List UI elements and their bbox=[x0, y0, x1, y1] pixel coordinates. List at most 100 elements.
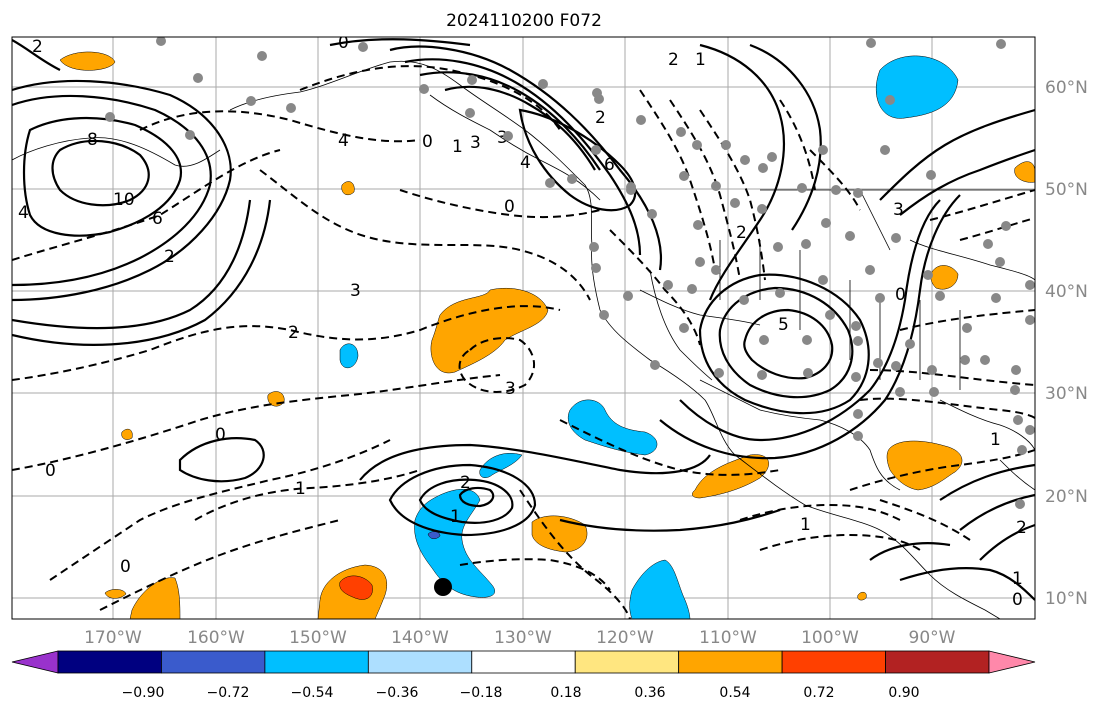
contour-label: 2 bbox=[460, 473, 471, 493]
contour-label: 3 bbox=[350, 281, 361, 301]
positive-shade bbox=[857, 591, 867, 601]
contour-label: 4 bbox=[520, 153, 531, 173]
colorbar-extend-high bbox=[988, 650, 1036, 674]
colorbar bbox=[11, 650, 1036, 674]
positive-shade bbox=[341, 181, 355, 196]
shaded-regions bbox=[59, 51, 1035, 619]
contour-label: 6 bbox=[604, 155, 615, 175]
colorbar-segment bbox=[574, 650, 680, 674]
latitude-label: 40°N bbox=[1045, 282, 1088, 302]
contour-label: 2 bbox=[32, 37, 43, 57]
colorbar-extend-low bbox=[11, 650, 59, 674]
contour-label: 0 bbox=[1012, 590, 1023, 610]
positive-shade bbox=[930, 265, 959, 290]
longitude-label: 170°W bbox=[84, 628, 142, 648]
colorbar-tick-label: −0.54 bbox=[291, 685, 334, 701]
longitude-label: 130°W bbox=[494, 628, 552, 648]
colorbar-tick-label: 0.18 bbox=[550, 685, 581, 701]
colorbar-tick-label: −0.90 bbox=[122, 685, 165, 701]
contour-label: 1 bbox=[452, 137, 463, 157]
contour-label: 1 bbox=[295, 479, 306, 499]
longitude-label: 150°W bbox=[289, 628, 347, 648]
latitude-label: 50°N bbox=[1045, 180, 1088, 200]
solid-contours bbox=[12, 38, 1035, 601]
colorbar-tick-label: 0.36 bbox=[634, 685, 665, 701]
negative-shade bbox=[339, 343, 359, 368]
longitude-label: 90°W bbox=[909, 628, 956, 648]
contour-label: 0 bbox=[338, 33, 349, 53]
colorbar-tick-label: −0.72 bbox=[207, 685, 250, 701]
contour-label: 0 bbox=[45, 461, 56, 481]
positive-shade bbox=[121, 428, 133, 440]
contour-label: 0 bbox=[422, 132, 433, 152]
negative-shade-deep bbox=[427, 531, 441, 539]
colorbar-segment bbox=[264, 650, 369, 674]
contour-label: 0 bbox=[504, 197, 515, 217]
contour-labels: 2 0 8 10 4 6 2 3 0 3 4 6 0 2 3 2 0 1 2 1… bbox=[18, 33, 1027, 610]
longitude-label: 120°W bbox=[596, 628, 654, 648]
contour-label: 3 bbox=[505, 379, 516, 399]
contour-label: 0 bbox=[895, 285, 906, 305]
map-frame bbox=[11, 36, 1036, 620]
positive-shade bbox=[1014, 161, 1035, 183]
contour-label: 2 bbox=[595, 108, 606, 128]
colorbar-segment bbox=[678, 650, 783, 674]
latitude-label: 20°N bbox=[1045, 487, 1088, 507]
contour-label: 5 bbox=[778, 315, 789, 335]
colorbar-tick-label: 0.54 bbox=[719, 685, 750, 701]
contour-label: 2 bbox=[736, 223, 747, 243]
negative-shade bbox=[876, 55, 959, 119]
contour-label: 3 bbox=[470, 133, 481, 153]
colorbar-segment bbox=[781, 650, 886, 674]
map-title: 2024110200 F072 bbox=[446, 11, 602, 31]
contour-label: 4 bbox=[338, 131, 349, 151]
colorbar-labels: −0.90 −0.72 −0.54 −0.36 −0.18 0.18 0.36 … bbox=[122, 685, 920, 701]
positive-shade bbox=[104, 589, 127, 599]
positive-shade bbox=[531, 515, 588, 553]
colorbar-tick-label: −0.36 bbox=[376, 685, 419, 701]
contour-label: 2 bbox=[288, 323, 299, 343]
colorbar-segment bbox=[367, 650, 473, 674]
contour-label: 0 bbox=[120, 557, 131, 577]
station-dots bbox=[105, 37, 1035, 509]
contour-label: 1 bbox=[1012, 569, 1023, 589]
latitude-label: 30°N bbox=[1045, 384, 1088, 404]
contour-label: 1 bbox=[450, 507, 461, 527]
colorbar-tick-label: 0.90 bbox=[888, 685, 919, 701]
positive-shade bbox=[430, 287, 549, 374]
positive-shade bbox=[692, 454, 769, 499]
contour-label: 6 bbox=[152, 209, 163, 229]
longitude-label: 140°W bbox=[391, 628, 449, 648]
contour-label: 2 bbox=[668, 50, 679, 70]
longitude-label: 100°W bbox=[801, 628, 859, 648]
negative-shade bbox=[567, 399, 658, 456]
latitude-label: 60°N bbox=[1045, 78, 1088, 98]
colorbar-tick-label: −0.18 bbox=[460, 685, 503, 701]
contour-label: 1 bbox=[990, 430, 1001, 450]
negative-shade bbox=[629, 559, 691, 619]
contour-label: 1 bbox=[695, 50, 706, 70]
positive-shade bbox=[886, 440, 963, 491]
contour-label: 2 bbox=[164, 247, 175, 267]
longitude-label: 110°W bbox=[699, 628, 757, 648]
latitude-labels: 60°N 50°N 40°N 30°N 20°N 10°N bbox=[1045, 78, 1088, 609]
contour-label: 8 bbox=[87, 130, 98, 150]
storm-center-marker bbox=[434, 578, 452, 596]
positive-shade bbox=[59, 51, 116, 71]
contour-label: 2 bbox=[1016, 518, 1027, 538]
longitude-label: 160°W bbox=[187, 628, 245, 648]
contour-label: 3 bbox=[893, 200, 904, 220]
colorbar-segment bbox=[161, 650, 266, 674]
contour-label: 1 bbox=[800, 515, 811, 535]
colorbar-segment bbox=[471, 650, 576, 674]
dashed-contours bbox=[12, 65, 1035, 619]
colorbar-segment bbox=[57, 650, 162, 674]
positive-shade bbox=[129, 577, 181, 619]
contour-label: 4 bbox=[18, 203, 29, 223]
negative-shade bbox=[479, 453, 523, 478]
colorbar-tick-label: 0.72 bbox=[803, 685, 834, 701]
contour-label: 10 bbox=[113, 190, 135, 210]
contour-label: 3 bbox=[497, 128, 508, 148]
longitude-labels: 170°W 160°W 150°W 140°W 130°W 120°W 110°… bbox=[84, 628, 956, 648]
